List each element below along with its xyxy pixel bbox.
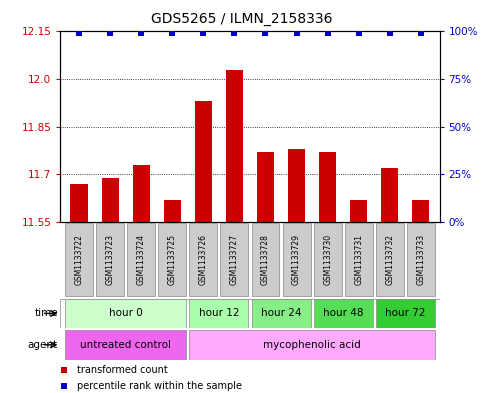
Bar <box>220 223 248 296</box>
Bar <box>319 152 336 222</box>
Text: GSM1133729: GSM1133729 <box>292 234 301 285</box>
Text: untreated control: untreated control <box>80 340 171 350</box>
Text: percentile rank within the sample: percentile rank within the sample <box>77 381 242 391</box>
Text: time: time <box>34 309 58 318</box>
Text: GSM1133724: GSM1133724 <box>137 234 146 285</box>
Bar <box>127 223 155 296</box>
Text: GSM1133725: GSM1133725 <box>168 234 177 285</box>
Text: hour 0: hour 0 <box>109 309 142 318</box>
Bar <box>376 223 404 296</box>
Bar <box>350 200 367 222</box>
Text: GSM1133733: GSM1133733 <box>416 234 426 285</box>
Bar <box>345 223 373 296</box>
Text: GSM1133728: GSM1133728 <box>261 234 270 285</box>
Text: GSM1133722: GSM1133722 <box>74 234 84 285</box>
Bar <box>158 223 186 296</box>
Text: GSM1133732: GSM1133732 <box>385 234 394 285</box>
Text: hour 48: hour 48 <box>323 309 363 318</box>
Bar <box>283 223 311 296</box>
Text: GDS5265 / ILMN_2158336: GDS5265 / ILMN_2158336 <box>151 12 332 26</box>
Bar <box>252 223 280 296</box>
Bar <box>226 70 243 222</box>
Text: transformed count: transformed count <box>77 365 168 375</box>
Bar <box>189 330 435 360</box>
Bar <box>376 299 435 328</box>
Bar <box>164 200 181 222</box>
Text: GSM1133726: GSM1133726 <box>199 234 208 285</box>
Bar <box>65 223 93 296</box>
Bar <box>189 223 217 296</box>
Bar <box>381 168 398 222</box>
Bar <box>252 299 311 328</box>
Text: agent: agent <box>28 340 58 350</box>
Bar <box>313 299 373 328</box>
Bar <box>101 178 119 222</box>
Text: GSM1133731: GSM1133731 <box>354 234 363 285</box>
Bar <box>189 299 248 328</box>
Bar <box>313 223 341 296</box>
Bar <box>71 184 87 222</box>
Text: hour 24: hour 24 <box>261 309 301 318</box>
Text: GSM1133727: GSM1133727 <box>230 234 239 285</box>
Text: GSM1133730: GSM1133730 <box>323 234 332 285</box>
Bar <box>257 152 274 222</box>
Bar <box>407 223 435 296</box>
Bar <box>288 149 305 222</box>
Bar <box>195 101 212 222</box>
Bar <box>412 200 429 222</box>
Text: hour 72: hour 72 <box>385 309 426 318</box>
Text: mycophenolic acid: mycophenolic acid <box>263 340 361 350</box>
Bar <box>65 299 186 328</box>
Bar <box>133 165 150 222</box>
Bar <box>65 330 186 360</box>
Text: GSM1133723: GSM1133723 <box>106 234 114 285</box>
Bar <box>96 223 124 296</box>
Text: hour 12: hour 12 <box>199 309 239 318</box>
